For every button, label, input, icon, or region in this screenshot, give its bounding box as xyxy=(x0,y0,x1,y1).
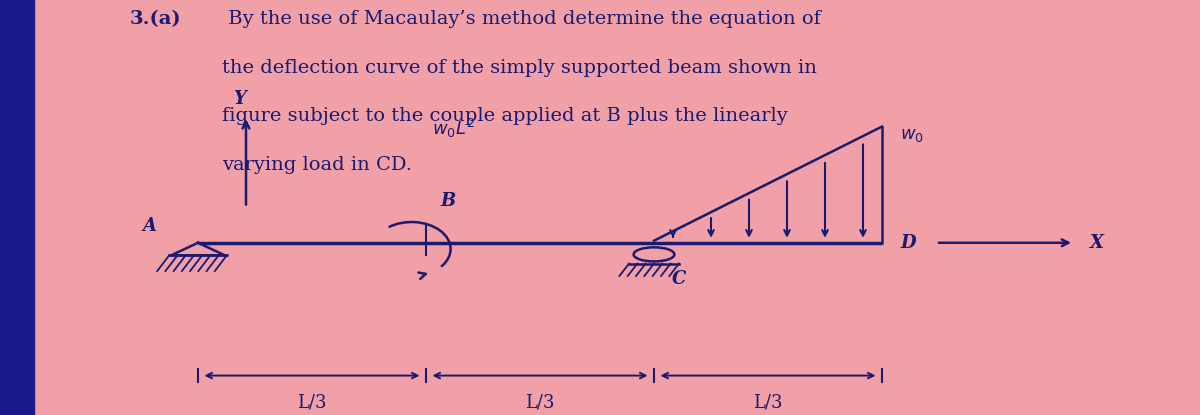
Text: C: C xyxy=(672,270,686,288)
Text: Y: Y xyxy=(234,90,246,108)
Text: D: D xyxy=(900,234,916,252)
Text: 3.(a): 3.(a) xyxy=(130,10,181,28)
Text: $w_0L^2$: $w_0L^2$ xyxy=(432,117,475,140)
Text: the deflection curve of the simply supported beam shown in: the deflection curve of the simply suppo… xyxy=(222,59,817,77)
Text: varying load in CD.: varying load in CD. xyxy=(222,156,412,174)
Text: By the use of Macaulay’s method determine the equation of: By the use of Macaulay’s method determin… xyxy=(222,10,821,28)
Text: L/3: L/3 xyxy=(754,393,782,411)
Bar xyxy=(0,0,34,415)
Text: L/3: L/3 xyxy=(298,393,326,411)
Text: A: A xyxy=(142,217,156,235)
Text: B: B xyxy=(440,192,456,210)
Text: X: X xyxy=(1090,234,1104,252)
Text: figure subject to the couple applied at B plus the linearly: figure subject to the couple applied at … xyxy=(222,107,787,125)
Text: $w_0$: $w_0$ xyxy=(900,126,924,144)
Text: L/3: L/3 xyxy=(526,393,554,411)
